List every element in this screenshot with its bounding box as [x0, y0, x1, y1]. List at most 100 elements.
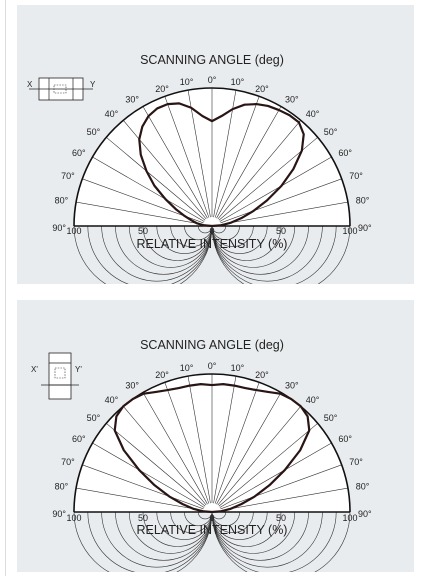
angle-tick-label: 60°	[338, 148, 352, 158]
intensity-gridline	[142, 225, 213, 261]
intensity-tick-label: 0	[209, 513, 214, 523]
angle-tick-label: 70°	[349, 171, 363, 181]
angle-tick-label: 90°	[358, 223, 372, 233]
intensity-gridline	[73, 225, 213, 284]
chart-title: SCANNING ANGLE (deg)	[140, 338, 284, 352]
angle-tick-label: 70°	[61, 457, 75, 467]
angle-tick-label: 50°	[324, 127, 338, 137]
intensity-gridline	[184, 225, 213, 241]
orientation-icon-left-label: X'	[31, 365, 38, 374]
radial-gridline	[76, 201, 204, 225]
intensity-curve	[138, 102, 305, 228]
intensity-gridline	[211, 511, 268, 540]
angle-tick-label: 10°	[231, 77, 245, 87]
intensity-tick-label: 100	[342, 513, 357, 523]
intensity-gridline	[211, 511, 337, 572]
intensity-gridline	[211, 225, 254, 247]
angle-tick-label: 90°	[52, 509, 66, 519]
radial-gridline	[216, 106, 282, 219]
radial-gridline	[106, 137, 206, 221]
angle-tick-label: 20°	[255, 84, 269, 94]
intensity-gridline	[211, 225, 240, 241]
radial-gridline	[213, 376, 237, 504]
radial-gridline	[187, 376, 211, 504]
intensity-gridline	[73, 511, 213, 572]
angle-tick-label: 30°	[125, 381, 139, 391]
radial-gridline	[82, 464, 204, 510]
radial-gridline	[214, 96, 260, 218]
angle-tick-label: 50°	[87, 127, 101, 137]
radial-gridline	[142, 106, 208, 219]
radial-gridline	[164, 382, 210, 504]
radial-gridline	[123, 406, 207, 506]
intensity-gridline	[170, 511, 213, 533]
radial-gridline	[216, 392, 282, 505]
angle-tick-label: 30°	[125, 95, 139, 105]
polar-chart-panel-upper: SCANNING ANGLE (deg) RELATIVE INTENSITY (…	[17, 5, 414, 284]
intensity-gridline	[128, 511, 213, 554]
radial-gridline	[142, 392, 208, 505]
angle-tick-label: 80°	[356, 196, 370, 206]
angle-tick-label: 40°	[105, 395, 119, 405]
polar-chart-upper: SCANNING ANGLE (deg) RELATIVE INTENSITY (…	[27, 53, 372, 284]
outer-arc	[73, 373, 351, 513]
radial-gridline	[214, 382, 260, 504]
angle-tick-label: 20°	[155, 370, 169, 380]
angle-tick-label: 80°	[356, 482, 370, 492]
radial-gridline	[92, 442, 205, 508]
intensity-gridline	[156, 511, 213, 540]
angle-tick-label: 10°	[180, 363, 194, 373]
intensity-curve	[113, 383, 311, 514]
angle-tick-label: 0°	[208, 361, 217, 371]
intensity-gridline	[211, 225, 323, 282]
radial-gridline	[187, 90, 211, 218]
intensity-gridline	[87, 225, 213, 284]
radial-gridline	[213, 90, 237, 218]
orientation-icon-left-label: X	[27, 80, 33, 89]
intensity-tick-label: 100	[66, 513, 81, 523]
intensity-tick-label: 0	[209, 226, 214, 236]
angle-tick-label: 60°	[338, 434, 352, 444]
angle-tick-label: 90°	[358, 509, 372, 519]
angle-tick-label: 50°	[324, 413, 338, 423]
radial-gridline	[164, 96, 210, 218]
intensity-gridline	[211, 225, 296, 268]
intensity-gridline	[211, 511, 240, 527]
radial-gridline	[220, 201, 348, 225]
intensity-gridline	[211, 511, 309, 561]
intensity-tick-label: 50	[276, 513, 286, 523]
intensity-gridline	[128, 225, 213, 268]
intensity-gridline	[211, 511, 323, 568]
angle-tick-label: 70°	[349, 457, 363, 467]
polar-chart-lower: SCANNING ANGLE (deg) RELATIVE INTENSITY (…	[31, 338, 372, 572]
angle-tick-label: 20°	[155, 84, 169, 94]
radial-gridline	[220, 178, 342, 224]
angle-tick-label: 0°	[208, 75, 217, 85]
radial-gridline	[220, 487, 348, 511]
orientation-icon-right-label: Y'	[75, 365, 82, 374]
angle-tick-label: 40°	[306, 395, 320, 405]
intensity-gridline	[211, 225, 268, 254]
radial-gridline	[76, 487, 204, 511]
intensity-gridline	[211, 225, 337, 284]
intensity-tick-label: 100	[342, 226, 357, 236]
orientation-icon-right-label: Y	[90, 80, 96, 89]
intensity-gridline	[115, 511, 213, 561]
radial-gridline	[219, 442, 332, 508]
angle-tick-label: 10°	[180, 77, 194, 87]
outer-arc	[73, 87, 351, 227]
angle-tick-label: 60°	[72, 148, 86, 158]
radial-gridline	[92, 156, 205, 222]
intensity-gridline	[211, 511, 296, 554]
intensity-gridline	[101, 511, 213, 568]
intensity-tick-label: 50	[138, 226, 148, 236]
intensity-gridline	[156, 225, 213, 254]
orientation-icon-body	[48, 352, 72, 400]
angle-tick-label: 70°	[61, 171, 75, 181]
intensity-gridline	[170, 225, 213, 247]
intensity-tick-label: 50	[138, 513, 148, 523]
angle-tick-label: 20°	[255, 370, 269, 380]
chart-title: SCANNING ANGLE (deg)	[140, 53, 284, 67]
intensity-gridline	[211, 511, 282, 547]
angle-tick-label: 90°	[52, 223, 66, 233]
